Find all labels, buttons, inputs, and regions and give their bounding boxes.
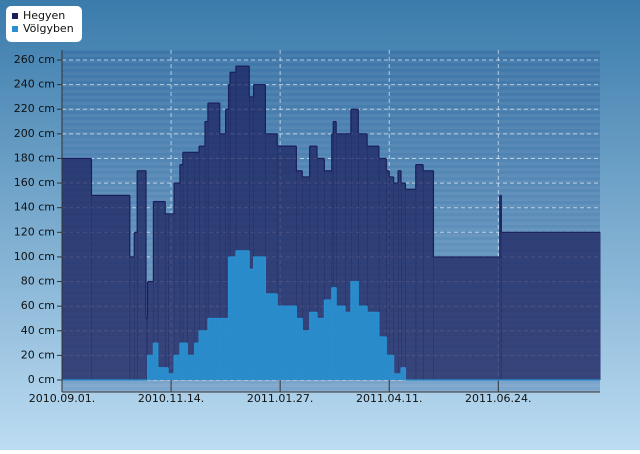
area-step xyxy=(358,306,367,380)
x-tick-label: 2011.01.27. xyxy=(247,392,313,405)
area-step xyxy=(168,374,174,380)
area-step xyxy=(205,331,208,380)
legend-swatch xyxy=(12,13,18,19)
y-tick-label: 80 cm xyxy=(21,275,55,288)
area-step xyxy=(230,257,236,380)
area-step xyxy=(398,171,401,380)
area-step xyxy=(254,257,266,380)
area-step xyxy=(386,355,389,380)
area-step xyxy=(265,294,277,380)
area-step xyxy=(336,306,345,380)
area-step xyxy=(310,312,318,380)
area-step xyxy=(147,355,153,380)
y-tick-label: 240 cm xyxy=(14,78,55,91)
area-step xyxy=(433,257,500,380)
x-tick-label: 2011.04.11. xyxy=(356,392,422,405)
area-step xyxy=(158,368,166,380)
area-step xyxy=(208,318,220,380)
area-step xyxy=(130,257,135,380)
y-tick-label: 200 cm xyxy=(14,127,55,140)
area-step xyxy=(351,282,359,380)
y-tick-label: 40 cm xyxy=(21,324,55,337)
area-step xyxy=(302,331,310,380)
x-tick-label: 2010.11.14. xyxy=(138,392,204,405)
area-step xyxy=(158,202,166,380)
area-step xyxy=(137,171,146,380)
area-step xyxy=(398,374,401,380)
y-tick-label: 100 cm xyxy=(14,250,55,263)
y-tick-label: 0 cm xyxy=(28,373,55,386)
area-step xyxy=(324,300,332,380)
area-step xyxy=(389,177,394,380)
area-step xyxy=(277,306,297,380)
area-step xyxy=(249,269,254,380)
legend-label: Völgyben xyxy=(23,22,74,35)
legend-label: Hegyen xyxy=(23,9,65,22)
area-step xyxy=(501,232,600,380)
area-step xyxy=(168,214,174,380)
area-step xyxy=(416,165,424,380)
area-step xyxy=(187,355,195,380)
y-tick-label: 260 cm xyxy=(14,53,55,66)
y-tick-label: 180 cm xyxy=(14,151,55,164)
y-tick-label: 120 cm xyxy=(14,225,55,238)
area-step xyxy=(174,355,180,380)
area-step xyxy=(62,158,92,380)
area-step xyxy=(394,183,399,380)
x-tick-label: 2010.09.01. xyxy=(29,392,95,405)
area-step xyxy=(379,337,387,380)
area-step xyxy=(423,171,434,380)
area-step xyxy=(226,318,229,380)
y-tick-label: 60 cm xyxy=(21,299,55,312)
y-tick-label: 140 cm xyxy=(14,201,55,214)
area-step xyxy=(317,318,325,380)
legend-swatch xyxy=(12,26,18,32)
area-step xyxy=(165,214,168,380)
area-step xyxy=(199,331,205,380)
area-step xyxy=(405,189,416,380)
area-step xyxy=(91,195,130,380)
y-tick-label: 160 cm xyxy=(14,176,55,189)
x-tick-label: 2011.06.24. xyxy=(465,392,531,405)
area-step xyxy=(220,318,226,380)
area-step xyxy=(236,251,250,380)
area-step xyxy=(394,374,399,380)
area-step xyxy=(401,183,406,380)
y-tick-label: 220 cm xyxy=(14,102,55,115)
y-tick-label: 20 cm xyxy=(21,348,55,361)
area-step xyxy=(345,312,351,380)
area-step xyxy=(367,312,379,380)
area-step xyxy=(187,152,195,380)
area-step xyxy=(195,343,200,380)
